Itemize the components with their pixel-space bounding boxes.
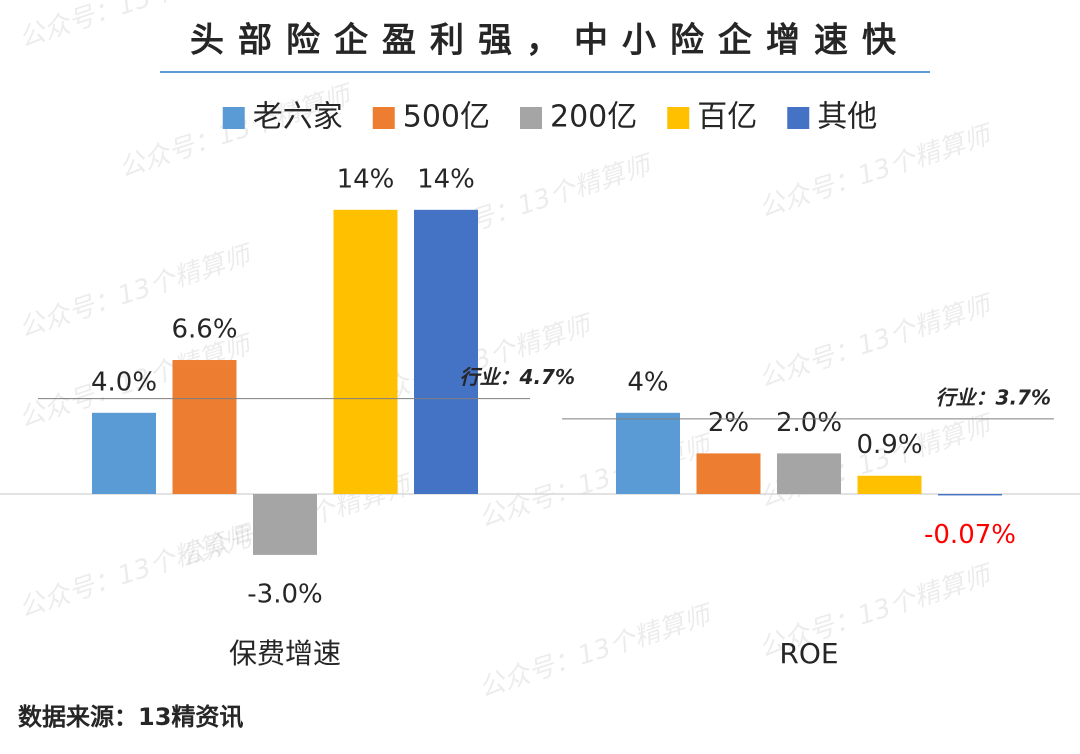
source-note: 数据来源：13精资讯 [18,703,243,731]
bar [172,360,237,494]
bar [857,475,922,494]
data-label: 14% [417,164,475,194]
reference-label: 行业：3.7% [936,385,1051,409]
legend-swatch [222,107,245,129]
legend-label: 老六家 [253,100,343,135]
bar [777,453,841,494]
legend-label: 500亿 [403,100,490,135]
data-label: 0.9% [856,430,922,460]
data-label: 4% [627,367,668,397]
legend-label: 其他 [817,100,877,135]
data-label: 6.6% [171,315,237,345]
reference-label: 行业：4.7% [460,365,575,389]
legend-label: 百亿 [697,100,757,135]
legend-swatch [520,107,542,129]
bar [696,453,761,494]
bar [616,412,680,494]
legend-swatch [667,107,690,129]
bar [414,209,478,495]
data-label: -3.0% [247,579,322,609]
chart-title: 头部险企盈利强，中小险企增速快 [190,21,910,61]
data-label: 4.0% [91,367,157,397]
x-tick-label: ROE [779,637,838,670]
data-label: 14% [337,164,395,194]
legend-swatch [787,107,810,129]
data-label: -0.07% [924,520,1016,550]
bar [333,209,398,495]
bar [92,412,156,494]
data-label: 2% [708,408,749,438]
bar [253,494,317,555]
data-label: 2.0% [776,408,842,438]
legend-label: 200亿 [550,100,637,135]
bar [938,494,1002,496]
legend-swatch [372,107,395,129]
x-tick-label: 保费增速 [229,637,341,670]
